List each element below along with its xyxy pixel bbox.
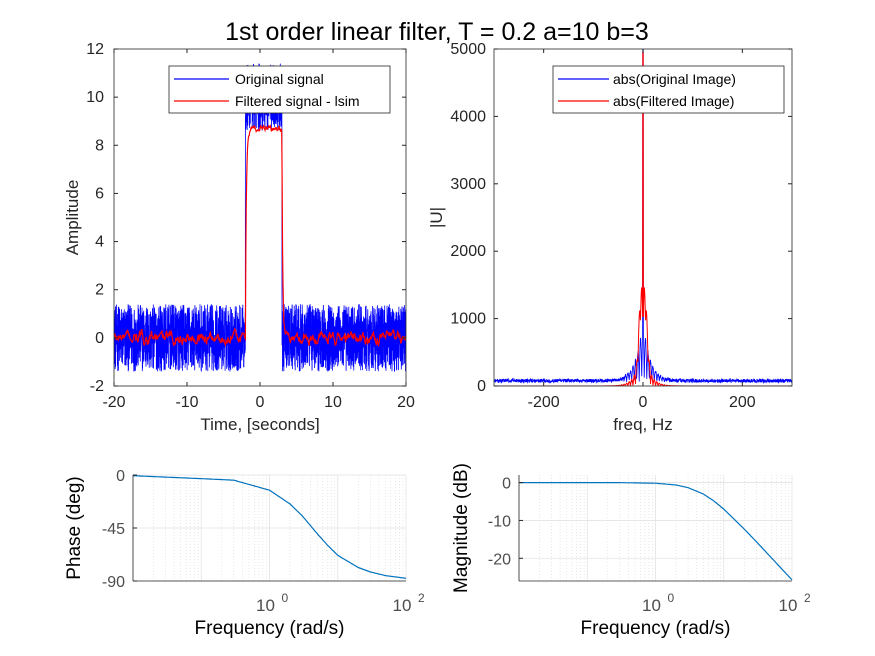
- bode-phase-axes: 0 -45 -90 10 0 10 2 Frequency (rad/s) Phase (deg…: [64, 468, 425, 639]
- legend-box: [168, 65, 391, 114]
- y-tick-label: 0: [477, 378, 486, 395]
- y-tick-label: 0: [116, 468, 125, 485]
- x-tick-label: -200: [528, 394, 560, 411]
- x-tick-label: 0: [639, 394, 648, 411]
- bode-curve: [519, 482, 793, 581]
- x-axis-label: Frequency (rad/s): [581, 618, 731, 639]
- x-tick-label-exponent: 2: [804, 591, 811, 605]
- y-axis-label: Amplitude: [63, 180, 82, 256]
- y-tick-label: 2: [95, 282, 104, 299]
- y-tick-label: 3000: [450, 176, 486, 193]
- x-tick-label: 10: [642, 596, 661, 615]
- legend-entry: Filtered signal - lsim: [235, 93, 359, 109]
- y-tick-label: 4000: [450, 108, 486, 125]
- x-tick-label: 200: [729, 394, 756, 411]
- y-tick-label: -90: [102, 574, 125, 591]
- x-tick-label: -20: [102, 394, 125, 411]
- legend-entry: abs(Filtered Image): [613, 93, 734, 109]
- figure-title: 1st order linear filter, T = 0.2 a=10 b=…: [225, 18, 649, 46]
- series-line-filtered-signal: [114, 124, 406, 348]
- y-tick-label: 12: [86, 41, 104, 58]
- y-tick-label: 6: [95, 185, 104, 202]
- y-tick-label: 2000: [450, 243, 486, 260]
- x-tick-label-exponent: 0: [668, 591, 675, 605]
- x-tick-label: 0: [256, 394, 265, 411]
- y-axis-label: |U|: [427, 207, 446, 228]
- y-tick-label: -10: [488, 513, 511, 530]
- x-tick-label: 10: [393, 596, 412, 615]
- y-tick-label: -45: [102, 521, 125, 538]
- legend-entry: abs(Original Image): [613, 71, 736, 87]
- y-tick-label: -2: [90, 378, 104, 395]
- y-tick-label: 4: [95, 234, 104, 251]
- bode-magnitude-axes: 0 -10 -20 10 0 10 2 Frequency (rad/s) Magnitude …: [451, 463, 811, 639]
- y-axis-label: Phase (deg): [64, 476, 85, 580]
- x-tick-label: 20: [397, 394, 415, 411]
- y-tick-label: 1000: [450, 311, 486, 328]
- y-tick-label: 5000: [450, 41, 486, 58]
- x-tick-label-exponent: 0: [282, 591, 289, 605]
- x-axis-label: freq, Hz: [613, 415, 673, 434]
- y-tick-label: 0: [95, 330, 104, 347]
- x-tick-label: 10: [779, 596, 798, 615]
- y-tick-label: -20: [488, 551, 511, 568]
- x-tick-label: 10: [324, 394, 342, 411]
- x-axis-label: Frequency (rad/s): [195, 618, 345, 639]
- bode-curve: [132, 475, 407, 579]
- legend-entry: Original signal: [235, 71, 324, 87]
- y-axis-label: Magnitude (dB): [451, 463, 472, 593]
- y-tick-label: 10: [86, 89, 104, 106]
- x-tick-label-exponent: 2: [418, 591, 425, 605]
- y-tick-label: 0: [502, 476, 511, 493]
- x-tick-label: 10: [256, 596, 275, 615]
- legend-box: [552, 65, 785, 114]
- y-tick-label: 8: [95, 137, 104, 154]
- x-axis-label: Time, [seconds]: [200, 415, 319, 434]
- x-tick-label: -10: [175, 394, 198, 411]
